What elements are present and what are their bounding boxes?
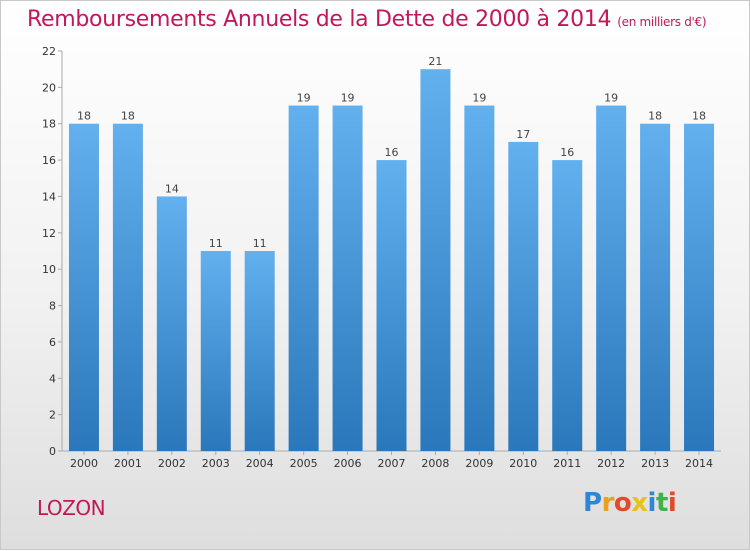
- bar-2013: [640, 123, 671, 452]
- x-tick-label-2004: 2004: [246, 457, 274, 470]
- chart-bars: 18 18 14 11 11 19 19 16 21 19 17 16 19 18 18: [68, 55, 715, 452]
- bar-2011: [552, 160, 583, 451]
- x-tick-label-2000: 2000: [70, 457, 98, 470]
- logo-letter: x: [631, 488, 648, 518]
- y-tick-label: 8: [49, 300, 56, 313]
- bar-2005: [288, 105, 319, 451]
- bar-2001: [112, 123, 143, 452]
- value-label-2002: 14: [165, 182, 179, 195]
- logo-letter: i: [647, 488, 657, 518]
- bar-2000: [68, 123, 99, 452]
- bar-2012: [596, 105, 627, 451]
- x-tick-label-2001: 2001: [114, 457, 142, 470]
- value-label-2004: 11: [253, 237, 267, 250]
- proxiti-logo: Proxiti: [583, 488, 677, 518]
- value-label-2007: 16: [385, 146, 399, 159]
- x-tick-label-2013: 2013: [641, 457, 669, 470]
- value-label-2013: 18: [648, 110, 662, 123]
- logo-letter: o: [613, 488, 632, 518]
- commune-name: LOZON: [37, 496, 106, 520]
- x-tick-label-2014: 2014: [685, 457, 713, 470]
- x-tick-label-2011: 2011: [553, 457, 581, 470]
- logo-letter: i: [667, 488, 677, 518]
- logo-letter: t: [655, 488, 668, 518]
- value-label-2008: 21: [428, 55, 442, 68]
- value-label-2012: 19: [604, 92, 618, 105]
- chart-title: Remboursements Annuels de la Dette de 20…: [27, 7, 707, 32]
- x-tick-label-2006: 2006: [334, 457, 362, 470]
- logo-letter: r: [601, 488, 615, 518]
- bar-2010: [508, 141, 539, 451]
- bar-2009: [464, 105, 495, 451]
- x-tick-label-2008: 2008: [421, 457, 449, 470]
- y-tick-label: 16: [42, 154, 56, 167]
- x-tick-label-2010: 2010: [509, 457, 537, 470]
- y-tick-label: 4: [49, 372, 56, 385]
- x-tick-label-2012: 2012: [597, 457, 625, 470]
- chart-title-text: Remboursements Annuels de la Dette de 20…: [27, 7, 612, 32]
- bar-2006: [332, 105, 363, 451]
- x-tick-label-2002: 2002: [158, 457, 186, 470]
- x-tick-label-2009: 2009: [465, 457, 493, 470]
- x-tick-label-2005: 2005: [290, 457, 318, 470]
- value-label-2009: 19: [472, 92, 486, 105]
- y-tick-label: 0: [49, 445, 56, 458]
- value-label-2014: 18: [692, 110, 706, 123]
- chart-axes: 0 2 4 6 8 10 12 14 16 18 20 22 2000 2001 2002 2003 2004 2…: [42, 45, 721, 470]
- bar-2008: [420, 69, 451, 451]
- bar-2004: [244, 251, 275, 451]
- value-label-2000: 18: [77, 110, 91, 123]
- y-tick-label: 2: [49, 409, 56, 422]
- bar-2003: [200, 251, 231, 451]
- y-tick-label: 22: [42, 45, 56, 58]
- y-tick-label: 10: [42, 263, 56, 276]
- y-tick-label: 20: [42, 81, 56, 94]
- value-label-2001: 18: [121, 110, 135, 123]
- x-tick-label-2007: 2007: [378, 457, 406, 470]
- value-label-2003: 11: [209, 237, 223, 250]
- y-tick-label: 14: [42, 190, 56, 203]
- value-label-2011: 16: [560, 146, 574, 159]
- x-tick-label-2003: 2003: [202, 457, 230, 470]
- bar-2007: [376, 160, 407, 451]
- value-label-2005: 19: [297, 92, 311, 105]
- y-tick-label: 6: [49, 336, 56, 349]
- y-tick-label: 12: [42, 227, 56, 240]
- y-tick-label: 18: [42, 118, 56, 131]
- value-label-2006: 19: [341, 92, 355, 105]
- bar-2002: [156, 196, 187, 451]
- value-label-2010: 17: [516, 128, 530, 141]
- chart-subtitle: (en milliers d'€): [617, 15, 707, 29]
- bar-2014: [684, 123, 715, 452]
- logo-letter: P: [583, 488, 602, 518]
